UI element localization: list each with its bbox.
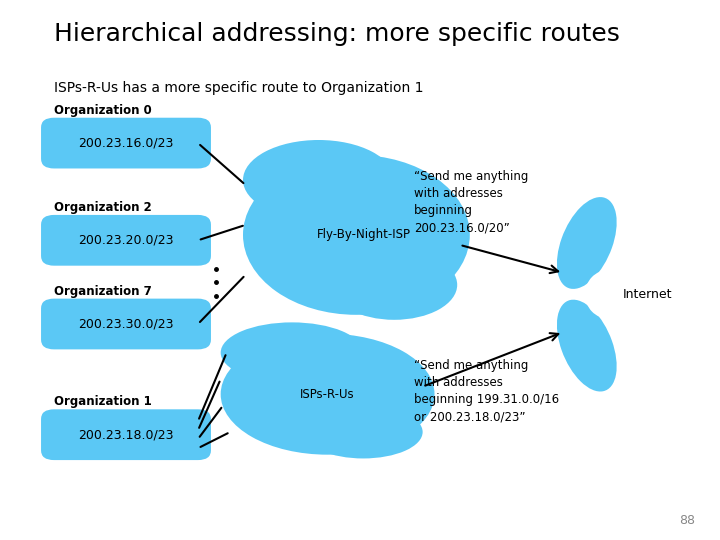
Text: 200.23.18.0/23: 200.23.18.0/23 <box>78 428 174 441</box>
Text: ISPs-R-Us: ISPs-R-Us <box>300 388 355 401</box>
FancyBboxPatch shape <box>41 409 211 460</box>
Text: Organization 7: Organization 7 <box>54 285 152 298</box>
Text: 200.23.20.0/23: 200.23.20.0/23 <box>78 234 174 247</box>
Ellipse shape <box>243 140 395 220</box>
FancyBboxPatch shape <box>41 118 211 168</box>
Text: ISPs-R-Us has a more specific route to Organization 1: ISPs-R-Us has a more specific route to O… <box>54 81 423 95</box>
Ellipse shape <box>331 250 457 320</box>
Text: 88: 88 <box>679 514 695 526</box>
Ellipse shape <box>243 155 469 315</box>
Text: “Send me anything
with addresses
beginning
200.23.16.0/20”: “Send me anything with addresses beginni… <box>414 170 528 234</box>
Text: Internet: Internet <box>623 288 672 301</box>
Ellipse shape <box>557 300 616 392</box>
Text: 200.23.16.0/23: 200.23.16.0/23 <box>78 137 174 150</box>
Text: Fly-By-Night-ISP: Fly-By-Night-ISP <box>317 228 410 241</box>
Ellipse shape <box>557 197 616 289</box>
Ellipse shape <box>304 406 423 458</box>
Text: Organization 1: Organization 1 <box>54 395 152 408</box>
Ellipse shape <box>220 334 435 455</box>
Text: Organization 0: Organization 0 <box>54 104 152 117</box>
Text: Hierarchical addressing: more specific routes: Hierarchical addressing: more specific r… <box>54 22 620 45</box>
Ellipse shape <box>221 322 364 383</box>
FancyBboxPatch shape <box>41 299 211 349</box>
FancyBboxPatch shape <box>41 215 211 266</box>
Ellipse shape <box>585 270 632 319</box>
Text: 200.23.30.0/23: 200.23.30.0/23 <box>78 318 174 330</box>
Text: Organization 2: Organization 2 <box>54 201 152 214</box>
Text: “Send me anything
with addresses
beginning 199.31.0.0/16
or 200.23.18.0/23”: “Send me anything with addresses beginni… <box>414 359 559 423</box>
